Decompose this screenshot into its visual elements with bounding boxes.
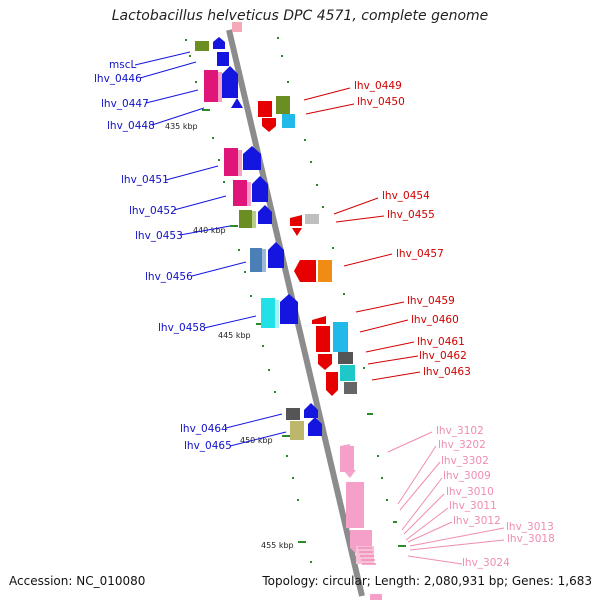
gene-label-lhv_0449[interactable]: lhv_0449 — [354, 80, 402, 92]
scale-label-450kbp: 450 kbp — [240, 436, 273, 445]
gene-lhv_0460-feature[interactable] — [316, 326, 330, 352]
gene-lhv_0456-strand — [262, 249, 266, 272]
gene-lhv_0457-feature[interactable] — [318, 260, 332, 282]
gene-label-lhv_3011[interactable]: lhv_3011 — [449, 500, 497, 512]
gene-label-lhv_0454[interactable]: lhv_0454 — [382, 190, 430, 202]
gene-lhv_0448-arrow[interactable] — [231, 98, 243, 108]
gene-lhv_0447-arrow[interactable] — [222, 66, 238, 98]
gene-label-lhv_0460[interactable]: lhv_0460 — [411, 314, 459, 326]
gene-lhv_0456-feature[interactable] — [250, 248, 262, 272]
gene-label-lhv_0464[interactable]: lhv_0464 — [180, 423, 228, 435]
scale-label-455kbp: 455 kbp — [261, 541, 294, 550]
right-gene-features — [258, 96, 357, 396]
gene-mscL-feature[interactable] — [195, 41, 209, 51]
gene-label-lhv_0459[interactable]: lhv_0459 — [407, 295, 455, 307]
far-connectors — [387, 431, 505, 565]
far-gene-features — [340, 444, 382, 600]
gene-label-lhv_0453[interactable]: lhv_0453 — [135, 230, 183, 242]
gene-label-lhv_3009[interactable]: lhv_3009 — [443, 470, 491, 482]
gene-mscL-arrow[interactable] — [213, 37, 225, 49]
gene-label-lhv_0458[interactable]: lhv_0458 — [158, 322, 206, 334]
gene-label-lhv_0463[interactable]: lhv_0463 — [423, 366, 471, 378]
gene-lhv_0450-strand — [282, 114, 295, 128]
gene-label-lhv_3013[interactable]: lhv_3013 — [506, 521, 554, 533]
gene-lhv_0449-feature[interactable] — [258, 101, 272, 117]
gene-lhv_0463-strand — [344, 382, 357, 394]
gene-lhv_0458-strand — [275, 300, 279, 328]
gene-lhv_3024-feature[interactable] — [370, 594, 382, 600]
gene-lhv_0453-arrow[interactable] — [258, 205, 272, 224]
gene-label-lhv_0451[interactable]: lhv_0451 — [121, 174, 169, 186]
gene-label-lhv_0465[interactable]: lhv_0465 — [184, 440, 232, 452]
gene-label-lhv_3010[interactable]: lhv_3010 — [446, 486, 494, 498]
gene-label-lhv_0447[interactable]: lhv_0447 — [101, 98, 149, 110]
gene-label-lhv_0461[interactable]: lhv_0461 — [417, 336, 465, 348]
gene-lhv_0463-arrow[interactable] — [326, 372, 338, 396]
gene-lhv_0459-arrow[interactable] — [312, 316, 326, 324]
gene-lhv_0454-arrow-lower — [292, 228, 302, 236]
gene-label-lhv_0446[interactable]: lhv_0446 — [94, 73, 142, 85]
gene-lhv_0456-arrow[interactable] — [268, 242, 284, 268]
map-title: Lactobacillus helveticus DPC 4571, compl… — [111, 8, 489, 24]
gene-label-mscL[interactable]: mscL — [109, 59, 136, 71]
gene-label-lhv_3024[interactable]: lhv_3024 — [462, 557, 510, 569]
gene-lhv_0457-arrow[interactable] — [294, 260, 316, 282]
gene-lhv_0464-arrow[interactable] — [304, 403, 318, 418]
gene-label-lhv_0448[interactable]: lhv_0448 — [107, 120, 155, 132]
gene-lhv_0455-feature[interactable] — [305, 214, 319, 224]
gene-label-lhv_3018[interactable]: lhv_3018 — [507, 533, 555, 545]
gene-label-lhv_0450[interactable]: lhv_0450 — [357, 96, 405, 108]
gene-lhv_0446-feature — [217, 52, 229, 66]
gene-lhv_0458-arrow[interactable] — [280, 294, 298, 324]
gene-lhv_0452-arrow[interactable] — [252, 176, 268, 202]
accession-text: Accession: NC_010080 — [9, 574, 146, 588]
right-connectors — [303, 87, 421, 381]
scale-label-435kbp: 435 kbp — [165, 122, 198, 131]
gene-lhv_0451-arrow[interactable] — [243, 146, 261, 170]
gene-label-lhv_3102[interactable]: lhv_3102 — [436, 425, 484, 437]
left-connectors — [134, 51, 287, 447]
hatched-region — [358, 547, 376, 565]
gene-lhv_0462-feature[interactable] — [338, 352, 353, 364]
gene-lhv_0465-feature[interactable] — [290, 421, 304, 440]
gene-lhv_0447-feature[interactable] — [204, 70, 218, 102]
gene-lhv_0451-feature[interactable] — [224, 148, 238, 176]
gene-lhv_0450-feature[interactable] — [276, 96, 290, 114]
scale-label-445kbp: 445 kbp — [218, 331, 251, 340]
gene-label-lhv_0455[interactable]: lhv_0455 — [387, 209, 435, 221]
gene-lhv_0463-feature[interactable] — [340, 365, 355, 381]
gene-label-lhv_0456[interactable]: lhv_0456 — [145, 271, 193, 283]
gene-lhv_0453-strand — [252, 211, 256, 228]
gene-lhv_0452-strand — [247, 182, 251, 206]
gene-label-lhv_3302[interactable]: lhv_3302 — [441, 455, 489, 467]
gene-lhv_0465-arrow[interactable] — [308, 417, 322, 436]
gene-lhv_3010-feature[interactable] — [346, 482, 364, 528]
gene-lhv_3102-feature[interactable] — [340, 446, 354, 472]
gene-lhv_0452-feature[interactable] — [233, 180, 247, 206]
gene-label-lhv_0462[interactable]: lhv_0462 — [419, 350, 467, 362]
gene-lhv_0451-strand — [238, 150, 242, 176]
gene-lhv_0447-strand — [218, 72, 222, 102]
topology-text: Topology: circular; Length: 2,080,931 bp… — [262, 574, 592, 588]
gene-lhv_0460-strand[interactable] — [333, 322, 348, 352]
gene-lhv_0454-arrow[interactable] — [290, 215, 302, 226]
scale-ticks — [185, 37, 406, 563]
gene-lhv_0449-arrow[interactable] — [262, 118, 276, 132]
gene-label-lhv_0452[interactable]: lhv_0452 — [129, 205, 177, 217]
left-gene-features — [195, 37, 322, 440]
gene-label-lhv_3012[interactable]: lhv_3012 — [453, 515, 501, 527]
gene-lhv_0461-arrow[interactable] — [318, 354, 332, 370]
gene-label-lhv_3202[interactable]: lhv_3202 — [438, 439, 486, 451]
gene-lhv_0453-feature[interactable] — [239, 210, 252, 228]
gene-label-lhv_0457[interactable]: lhv_0457 — [396, 248, 444, 260]
gene-lhv_0464-feature[interactable] — [286, 408, 300, 420]
gene-lhv_0458-feature[interactable] — [261, 298, 275, 328]
scale-label-440kbp: 440 kbp — [193, 226, 226, 235]
backbone-top-segment — [232, 22, 242, 32]
